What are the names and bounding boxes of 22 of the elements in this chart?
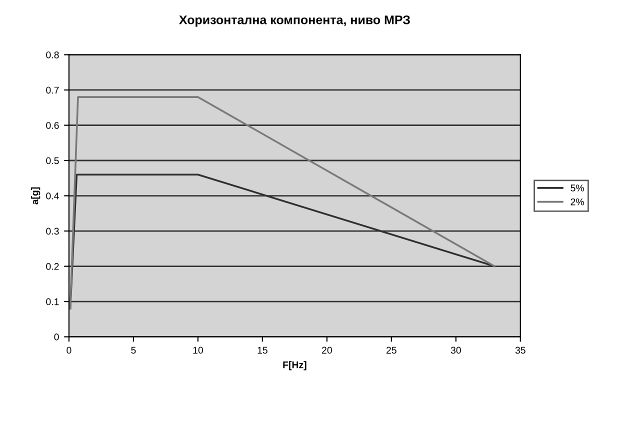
x-tick-label: 35	[515, 346, 526, 354]
y-tick-label: 0	[54, 334, 59, 340]
x-axis-title: F[Hz]	[283, 361, 306, 370]
x-tick-label: 25	[386, 346, 396, 354]
y-tick-label: 0.2	[46, 263, 59, 270]
y-tick-label: 0.8	[46, 51, 59, 58]
x-tick-label: 15	[258, 346, 268, 354]
legend-label: 2%	[570, 198, 584, 206]
x-tick-label: 5	[131, 346, 136, 354]
y-tick-label: 0.1	[46, 298, 59, 306]
chart-title: Хоризонтална компонента, ниво МРЗ	[179, 15, 410, 27]
legend-label: 5%	[570, 184, 584, 192]
y-tick-label: 0.6	[46, 122, 59, 129]
y-tick-label: 0.3	[46, 228, 59, 235]
x-tick-label: 0	[66, 346, 72, 354]
y-tick-label: 0.7	[46, 86, 59, 94]
x-tick-label: 20	[322, 346, 332, 354]
y-axis-title: a[g]	[31, 187, 40, 204]
x-tick-label: 10	[193, 346, 203, 354]
y-tick-label: 0.5	[46, 157, 59, 164]
x-tick-label: 30	[450, 346, 461, 354]
y-tick-label: 0.4	[46, 192, 59, 200]
